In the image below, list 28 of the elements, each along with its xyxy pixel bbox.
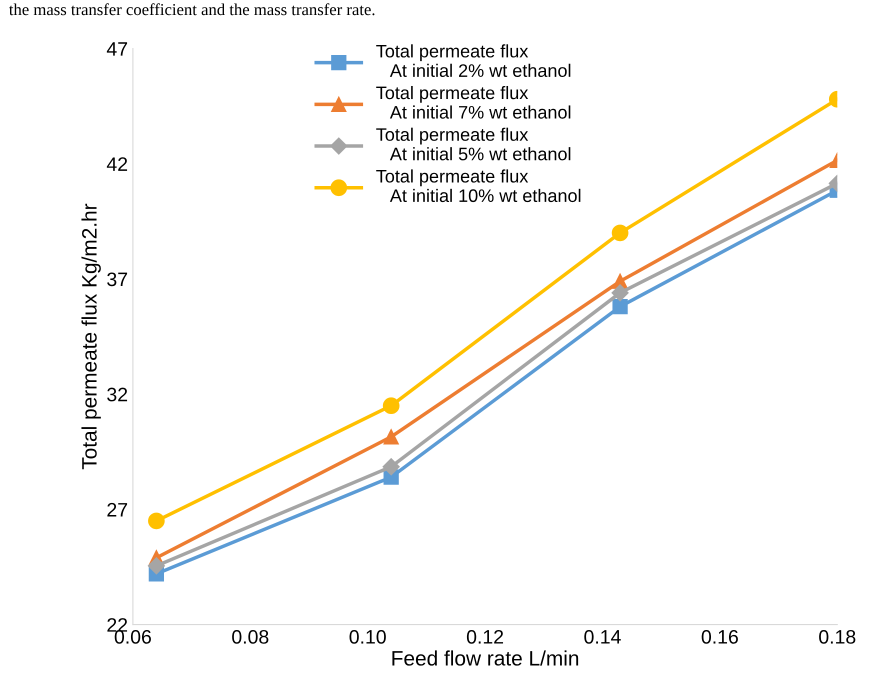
legend-label: Total permeate flux At initial 2% wt ethanol (376, 44, 570, 77)
y-tick-label: 42 (106, 157, 128, 171)
point (148, 512, 165, 530)
x-axis-title: Feed flow rate L/min (392, 650, 578, 666)
x-tick-label: 0.06 (114, 630, 151, 644)
point (384, 429, 399, 444)
point (382, 458, 400, 476)
point (612, 284, 629, 302)
x-tick-label: 0.16 (702, 630, 738, 644)
y-tick-label: 37 (107, 272, 128, 286)
point (382, 397, 400, 414)
y-tick-label: 32 (107, 388, 128, 402)
x-tick-label: 0.14 (584, 630, 621, 644)
x-tick-label: 0.18 (819, 630, 856, 644)
point (612, 299, 628, 314)
y-tick-label: 27 (107, 502, 128, 516)
legend-label: Total permeate flux At initial 5% wt ethanol (376, 128, 570, 160)
text: the mass transfer coefficient and the mass transfer rate. (9, 3, 374, 16)
x-tick-label: 0.08 (232, 630, 268, 644)
x-tick-label: 0.12 (466, 630, 504, 644)
y-axis-title: Total permeate flux Kg/m2.hr (81, 204, 101, 470)
x-tick-label: 0.10 (350, 630, 386, 644)
point (148, 557, 165, 574)
y-tick-label: 47 (106, 42, 128, 56)
legend-label: Total permeate flux At initial 10% wt ethanol (376, 169, 580, 202)
legend-label: Total permeate flux At initial 7% wt ethanol (376, 86, 570, 119)
point (612, 224, 628, 242)
y-tick-label: 22 (107, 618, 128, 632)
